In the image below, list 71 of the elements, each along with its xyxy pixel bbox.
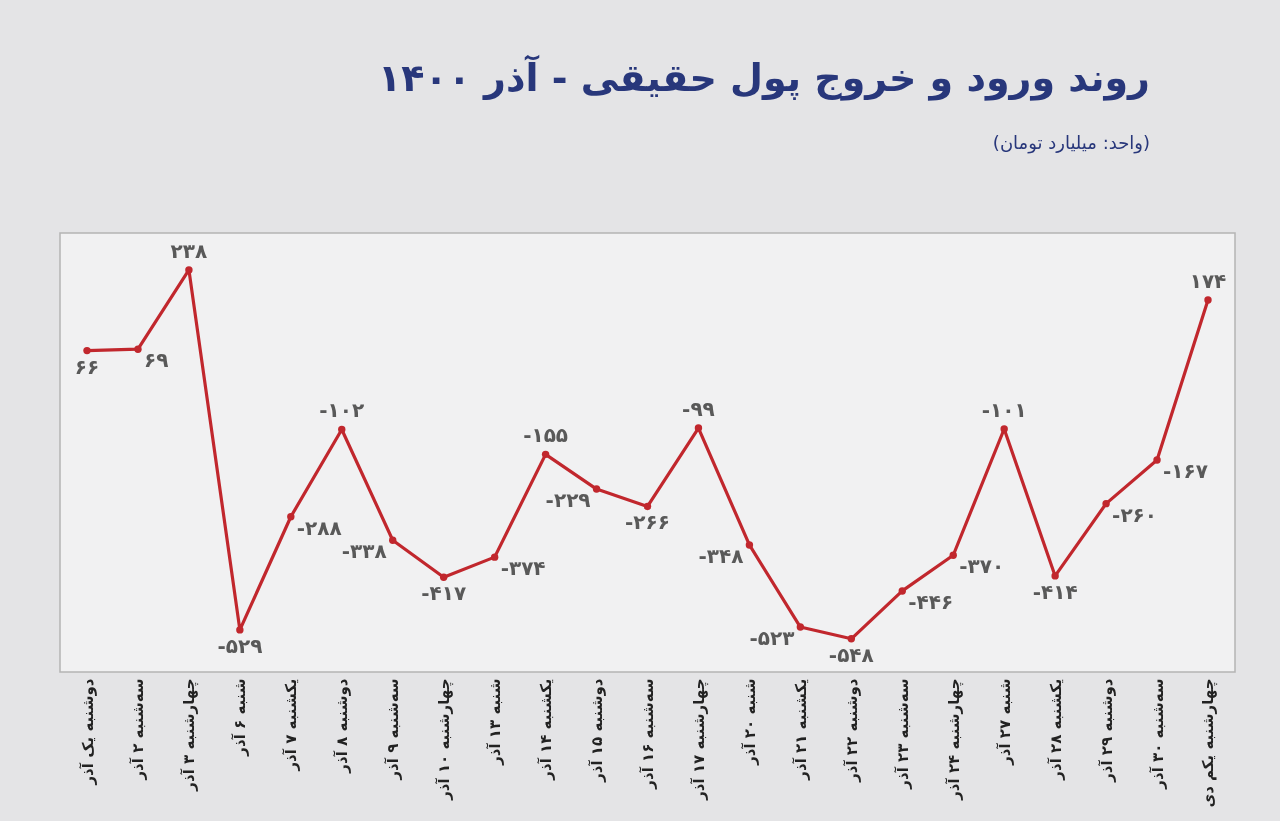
x-tick-label: شنبه ۲۰ آذر	[740, 678, 759, 766]
x-tick-label: دوشنبه ۱۵ آذر	[588, 678, 607, 783]
point	[1102, 499, 1110, 508]
point	[490, 553, 499, 561]
x-tick-label: شنبه ۱۳ آذر	[486, 678, 505, 766]
point	[745, 541, 754, 549]
x-tick-label: یکشنبه ۱۴ آذر	[537, 678, 556, 781]
point	[185, 266, 193, 274]
x-tick-label: شنبه ۲۷ آذر	[995, 678, 1014, 766]
data-label: ۶۹	[143, 348, 169, 373]
data-label: -۲۸۸	[296, 515, 342, 540]
x-tick-label: شنبه ۶ آذر	[231, 678, 250, 757]
point	[1204, 296, 1212, 304]
x-tick-label: دوشنبه ۲۲ آذر	[842, 678, 861, 783]
data-label: -۲۲۹	[545, 488, 591, 513]
data-label: -۴۴۶	[908, 589, 954, 614]
point	[1051, 572, 1059, 580]
x-tick-label: یکشنبه ۲۸ آذر	[1046, 678, 1065, 781]
data-label: -۲۶۰	[1112, 502, 1158, 527]
point	[1153, 456, 1161, 464]
x-tick-label: سه‌شنبه ۲ آذر	[129, 678, 148, 781]
point	[439, 573, 448, 582]
data-label: -۳۳۸	[341, 539, 387, 564]
x-tick-label: چهارشنبه یکم دی	[1199, 678, 1219, 808]
point	[847, 635, 856, 643]
data-label: -۴۱۴	[1032, 579, 1078, 604]
point	[694, 424, 703, 432]
x-tick-label: سه‌شنبه ۳۰ آذر	[1148, 678, 1167, 790]
x-tick-label: چهارشنبه ۱۰ آذر	[435, 678, 455, 801]
data-label: -۵۲۳	[749, 626, 795, 651]
point	[1000, 425, 1008, 433]
point	[236, 626, 244, 634]
point	[389, 536, 397, 544]
point	[796, 623, 805, 631]
x-tick-label: دوشنبه ۸ آذر	[333, 678, 352, 774]
chart-title: روند ورود و خروج پول حقیقی - آذر ۱۴۰۰	[378, 54, 1150, 101]
x-tick-label: دوشنبه یک آذر	[78, 678, 97, 786]
x-tick-label: چهارشنبه ۲۴ آذر	[944, 678, 964, 801]
data-label: ۶۶	[74, 354, 100, 379]
data-label: -۵۴۸	[828, 642, 874, 667]
data-label: -۴۱۷	[421, 581, 467, 606]
point	[338, 425, 346, 434]
data-label: -۳۷۰	[959, 554, 1005, 579]
x-tick-label: سه‌شنبه ۹ آذر	[384, 678, 403, 781]
data-label: -۵۲۹	[217, 633, 263, 658]
data-label: -۱۶۷	[1163, 458, 1208, 483]
x-tick-label: یکشنبه ۲۱ آذر	[791, 678, 810, 781]
data-label: -۱۰۱	[981, 398, 1027, 422]
point	[541, 450, 550, 459]
point	[287, 513, 295, 521]
point	[592, 485, 601, 493]
x-tick-label: یکشنبه ۷ آذر	[282, 678, 301, 772]
point	[949, 551, 957, 559]
data-label: -۳۷۴	[500, 556, 546, 581]
point	[83, 346, 91, 355]
data-label: -۱۵۵	[523, 423, 569, 448]
point	[898, 587, 906, 595]
point	[643, 502, 652, 511]
x-tick-label: چهارشنبه ۱۷ آذر	[689, 678, 709, 801]
data-label: -۱۰۲	[319, 398, 365, 423]
data-label: -۹۹	[682, 397, 715, 422]
data-label: -۲۶۶	[625, 510, 670, 535]
point	[134, 345, 142, 353]
data-label: ۲۳۸	[170, 238, 208, 263]
x-tick-label: سه‌شنبه ۲۳ آذر	[893, 678, 912, 790]
x-tick-label: چهارشنبه ۳ آذر	[180, 678, 200, 792]
x-tick-label: سه‌شنبه ۱۶ آذر	[639, 678, 657, 790]
chart-subtitle: (واحد: میلیارد تومان)	[992, 132, 1150, 154]
x-tick-label: دوشنبه ۲۹ آذر	[1097, 678, 1116, 783]
data-label: ۱۷۴	[1189, 268, 1227, 293]
data-label: -۳۴۸	[698, 543, 744, 568]
